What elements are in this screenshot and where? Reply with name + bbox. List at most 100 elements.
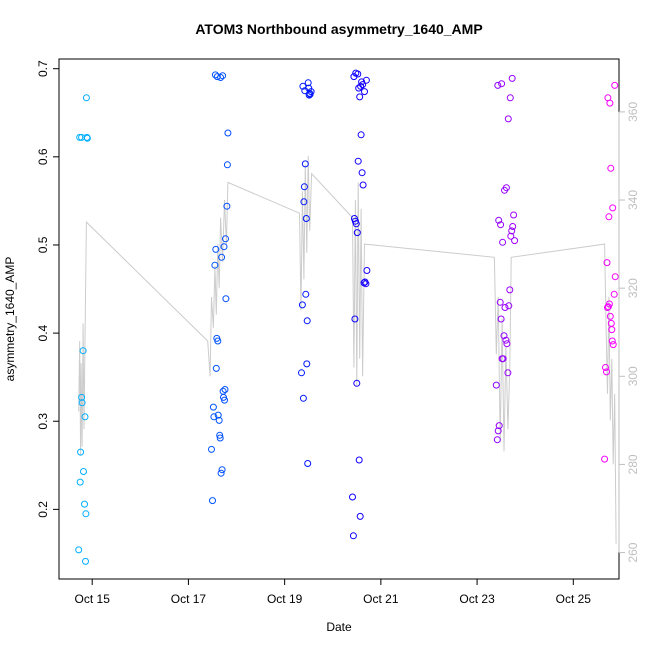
data-point [609,341,617,349]
data-point [356,93,364,101]
data-point [300,198,308,206]
data-point [361,88,368,96]
data-point [601,455,609,463]
data-point [511,237,519,245]
data-point [212,364,220,372]
data-point [220,243,228,251]
data-point [209,497,216,505]
y-axis: 0.2 0.3 0.4 0.5 0.6 0.7 [36,60,60,518]
data-point [209,403,217,411]
data-point [608,337,616,345]
data-point [603,259,611,267]
y-tick-label: 0.2 [36,501,50,518]
data-point [611,81,619,89]
data-point [211,261,219,269]
data-point [77,448,85,456]
y2-tick-label: 320 [626,278,640,298]
data-point [82,94,90,102]
data-point [304,79,312,87]
data-point [80,468,87,475]
data-point [502,184,510,192]
series-4 [492,74,519,444]
data-point [301,87,309,95]
series-0 [75,94,91,565]
secondary-series-line [78,155,617,544]
data-point [300,183,308,191]
y2-tick-label: 260 [626,542,640,562]
data-point [216,434,224,442]
data-point [498,80,506,88]
data-point [501,304,509,311]
data-point [217,74,225,81]
y2-tick-label: 280 [626,454,640,474]
data-point [349,493,356,501]
data-point [224,129,232,137]
data-point [214,411,222,419]
data-point [298,301,306,309]
data-point [609,204,617,212]
data-point [496,298,504,306]
data-point [221,396,228,404]
x-tick-label: Oct 15 [75,592,111,606]
data-point [508,227,516,235]
data-point [363,267,371,274]
data-point [349,532,357,540]
data-point [356,512,364,520]
data-point [506,286,514,294]
data-point [608,326,616,334]
data-point [303,360,311,368]
x-tick-label: Oct 23 [459,592,495,606]
y-tick-label: 0.4 [36,324,50,341]
data-point [500,332,508,340]
y2-tick-label: 340 [626,190,640,210]
data-point [502,336,510,344]
x-axis: Oct 15 Oct 17 Oct 19 Oct 21 Oct 23 Oct 25 [75,578,591,606]
data-point [605,300,613,308]
y2-tick-label: 360 [626,102,640,122]
series-3 [349,69,371,540]
data-point [218,253,226,261]
y2-axis: 260 280 300 320 340 360 [618,102,640,563]
data-point [493,436,501,444]
data-point [602,364,609,371]
data-point [510,211,518,219]
data-point [504,115,512,123]
data-point [495,422,503,430]
data-point [303,317,311,325]
data-point [508,74,516,82]
data-point [506,94,514,102]
data-point [611,273,619,281]
data-point [357,82,365,90]
y2-tick-label: 300 [626,366,640,386]
data-point [499,238,507,246]
data-point [222,295,230,303]
data-point [354,70,362,78]
data-point [499,355,507,363]
data-point [76,133,84,141]
data-point [208,445,215,453]
data-point [507,232,515,240]
data-point [82,557,89,565]
data-point [606,312,614,320]
data-point [495,216,503,224]
data-point [610,290,618,298]
data-point [301,160,309,168]
data-point [299,82,307,90]
data-point [223,161,231,169]
data-point [304,460,312,467]
data-point [359,181,367,189]
data-point [362,280,370,288]
data-point [503,340,511,348]
data-point [355,456,363,464]
data-point [217,469,225,477]
data-point [362,76,370,84]
data-point [214,337,222,345]
series-2 [298,79,315,467]
x-tick-label: Oct 19 [267,592,303,606]
x-axis-label: Date [326,620,352,634]
data-point [81,413,89,421]
data-point [504,369,512,377]
data-point [210,413,218,421]
data-point [497,221,505,229]
data-point [607,164,615,172]
